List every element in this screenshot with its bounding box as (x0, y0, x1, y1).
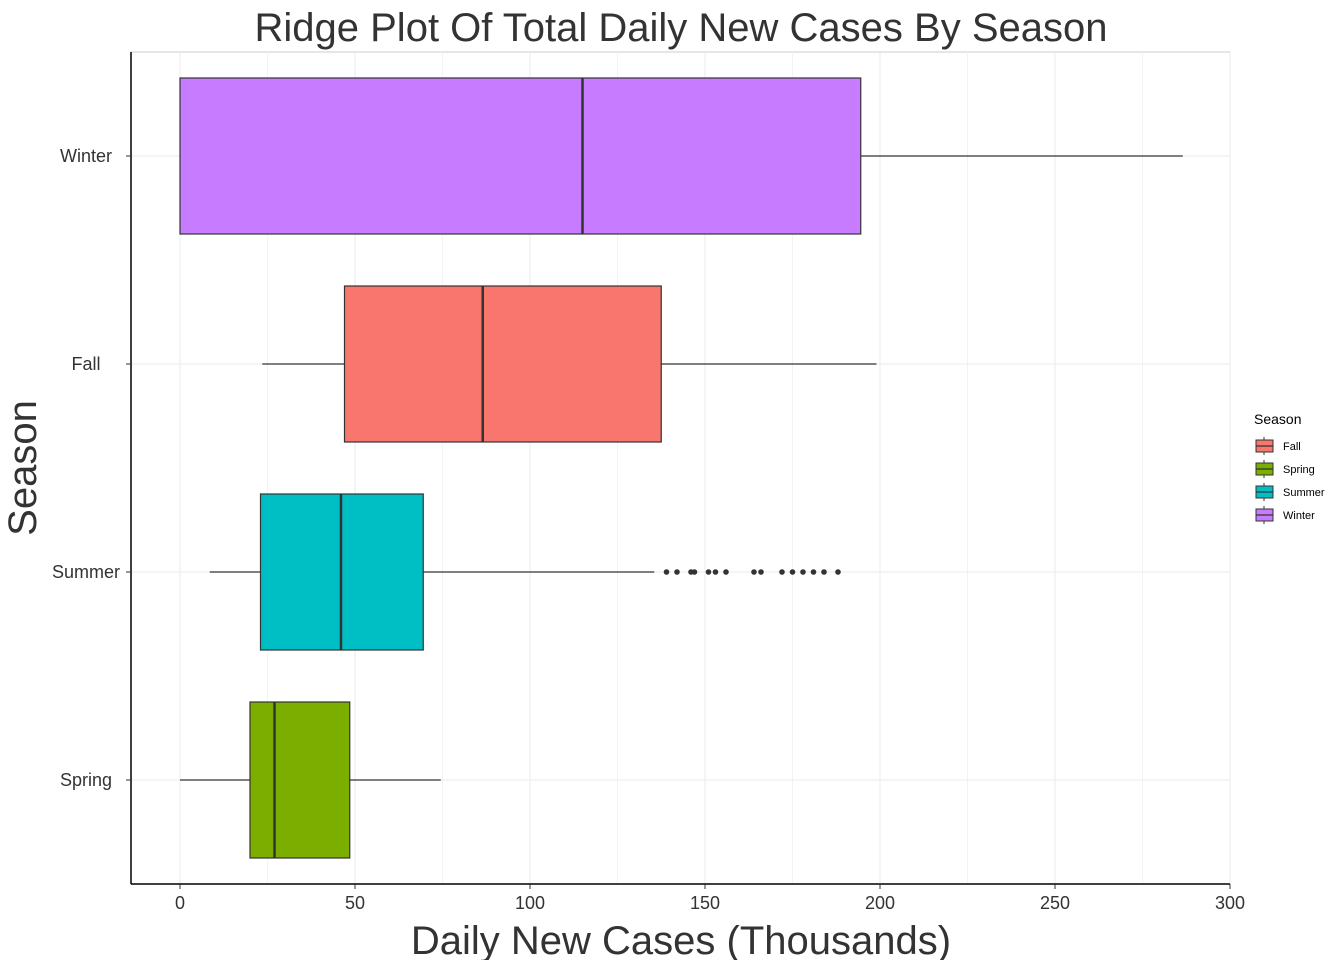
x-tick-label: 0 (175, 893, 185, 913)
y-tick-label: Summer (52, 562, 120, 582)
y-tick-label: Winter (60, 146, 112, 166)
outlier-point (674, 569, 680, 575)
box-summer (209, 493, 841, 651)
x-tick-label: 100 (515, 893, 545, 913)
x-tick-label: 150 (690, 893, 720, 913)
x-axis-ticks: 0 50 100 150 200 250 300 (175, 884, 1245, 913)
legend-label: Winter (1283, 510, 1315, 522)
box-iqr (179, 77, 862, 235)
y-axis-ticks: Spring Summer Fall Winter (52, 146, 131, 790)
legend-label: Fall (1283, 441, 1301, 453)
plot-panel (130, 51, 1231, 885)
box-spring (180, 701, 441, 859)
y-tick-label: Fall (71, 354, 100, 374)
box-iqr (249, 701, 351, 859)
legend-label: Summer (1283, 487, 1325, 499)
outlier-point (723, 569, 729, 575)
legend-item-winter: Winter (1255, 506, 1315, 524)
legend-item-summer: Summer (1255, 483, 1325, 501)
outlier-point (712, 569, 719, 575)
outlier-point (789, 569, 796, 575)
outlier-point (705, 569, 712, 575)
outlier-point (751, 569, 757, 575)
outlier-point (810, 569, 817, 575)
outlier-point (835, 569, 841, 575)
box-winter (179, 77, 1183, 235)
box-iqr (343, 285, 662, 443)
chart-title: Ridge Plot Of Total Daily New Cases By S… (255, 6, 1108, 50)
box-layer (179, 77, 1183, 859)
x-tick-label: 300 (1215, 893, 1245, 913)
x-tick-label: 250 (1040, 893, 1070, 913)
outlier-point (663, 569, 670, 575)
outlier-point (691, 569, 698, 575)
outlier-point (779, 569, 785, 575)
outlier-point (821, 569, 827, 575)
legend-item-spring: Spring (1255, 460, 1315, 478)
y-tick-label: Spring (60, 770, 112, 790)
x-tick-label: 50 (345, 893, 365, 913)
legend-label: Spring (1283, 464, 1315, 476)
legend: Season Fall Spring Summer Winter (1254, 411, 1325, 524)
x-tick-label: 200 (865, 893, 895, 913)
x-axis-title: Daily New Cases (Thousands) (411, 919, 951, 960)
outlier-point (800, 569, 806, 575)
legend-item-fall: Fall (1255, 437, 1301, 455)
outlier-point (758, 569, 764, 575)
box-fall (262, 285, 877, 443)
y-axis-title: Season (1, 400, 45, 536)
legend-title: Season (1254, 411, 1301, 427)
